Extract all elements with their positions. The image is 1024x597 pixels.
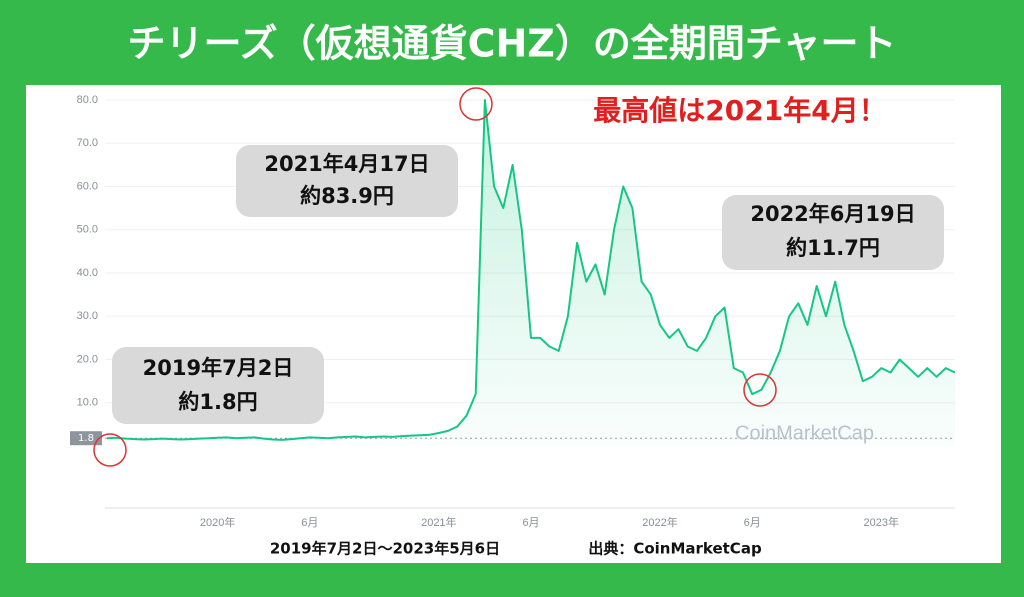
x-tick-label: 2021年 xyxy=(421,515,456,529)
price-marker-label: 1.8 xyxy=(78,433,94,444)
y-tick-label: 30.0 xyxy=(77,310,98,322)
start-circle xyxy=(93,433,127,467)
x-tick-label: 2023年 xyxy=(864,515,899,529)
source: 出典：CoinMarketCap xyxy=(588,540,762,558)
peak-note: 最高値は2021年4月！ xyxy=(593,94,886,127)
price-marker-box xyxy=(70,431,102,446)
x-tick-label: 6月 xyxy=(522,517,539,529)
watermark: CoinMarketCap xyxy=(735,422,874,444)
callout-text: 2019年7月2日 xyxy=(143,356,294,380)
callout-text: 2021年4月17日 xyxy=(264,152,429,176)
y-tick-label: 40.0 xyxy=(77,267,98,279)
y-tick-label: 60.0 xyxy=(77,180,98,192)
caption: 2019年7月2日〜2023年5月6日 xyxy=(270,540,500,558)
x-tick-label: 6月 xyxy=(301,517,318,529)
x-tick-label: 2020年 xyxy=(200,515,235,529)
callout-box xyxy=(236,145,458,217)
callout-text: 約1.8円 xyxy=(178,390,257,414)
callout-text: 約83.9円 xyxy=(300,184,394,208)
y-tick-label: 70.0 xyxy=(77,137,98,149)
low-circle xyxy=(743,373,777,407)
y-tick-label: 50.0 xyxy=(77,224,98,236)
page-title: チリーズ（仮想通貨CHZ）の全期間チャート xyxy=(128,22,897,66)
callout-text: 2022年6月19日 xyxy=(750,202,915,226)
peak-circle xyxy=(459,87,493,121)
x-tick-label: 6月 xyxy=(744,517,761,529)
y-tick-label: 10.0 xyxy=(77,397,98,409)
y-tick-label: 80.0 xyxy=(77,94,98,106)
plot: 10.0 20.0 30.0 40.0 50.0 60.0 70.0 80.0 2020年 6月 2… xyxy=(70,94,956,529)
y-tick-label: 20.0 xyxy=(77,353,98,365)
x-tick-label: 2022年 xyxy=(642,515,677,529)
callout-box xyxy=(112,347,324,424)
area xyxy=(107,100,955,446)
line xyxy=(106,99,956,441)
callout-box xyxy=(722,195,944,270)
callout-text: 約11.7円 xyxy=(786,236,880,260)
